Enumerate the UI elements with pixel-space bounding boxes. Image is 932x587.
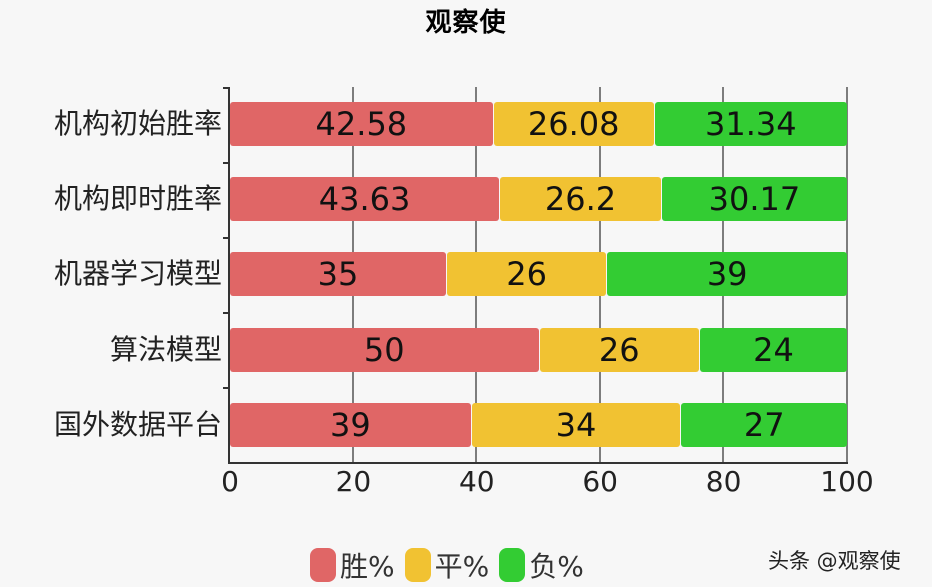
bar-segment-draw: 26.2	[500, 177, 661, 222]
bar-segment-draw: 26	[446, 252, 607, 297]
legend-item[interactable]: 负%	[499, 545, 584, 585]
category-label: 机器学习模型	[53, 257, 222, 291]
legend-swatch-icon	[310, 548, 336, 582]
plot-area: 42.58 26.08 31.34 43.63 26.2 30.17 35 26 39 50 26 2…	[223, 87, 848, 464]
watermark: 头条 @观察使	[768, 549, 901, 573]
bar-segment-loss: 39	[607, 252, 847, 297]
legend-swatch-icon	[499, 548, 526, 582]
category-label: 机构初始胜率	[53, 107, 222, 140]
gridline	[846, 87, 848, 463]
category-label: 机构即时胜率	[53, 182, 222, 216]
x-tick-label: 0	[221, 465, 239, 498]
legend-item[interactable]: 平%	[404, 545, 490, 585]
y-tick	[223, 87, 229, 89]
x-tick-label: 100	[820, 465, 874, 498]
y-tick	[223, 162, 229, 164]
y-tick	[223, 312, 229, 314]
x-axis	[228, 462, 848, 464]
category-label: 国外数据平台	[53, 407, 222, 441]
bar-segment-win: 35	[230, 252, 446, 297]
chart-title: 观察使	[425, 8, 507, 38]
y-tick	[223, 387, 229, 389]
bar-segment-loss: 27	[681, 402, 847, 447]
x-tick-label: 40	[458, 465, 495, 498]
bar-segment-win: 42.58	[230, 102, 493, 146]
legend: 胜% 平% 负%	[310, 545, 594, 585]
bar-segment-draw: 26	[539, 327, 699, 372]
legend-label: 平%	[434, 550, 490, 583]
bar-row: 39 34 27	[230, 402, 847, 447]
legend-label: 胜%	[340, 550, 395, 583]
bar-segment-loss: 24	[699, 327, 847, 372]
bar-row: 42.58 26.08 31.34	[230, 102, 847, 146]
category-label: 算法模型	[109, 332, 222, 366]
bar-segment-draw: 34	[471, 402, 681, 447]
y-axis	[228, 87, 230, 463]
legend-item[interactable]: 胜%	[310, 545, 395, 585]
bar-segment-loss: 31.34	[654, 102, 847, 146]
y-tick	[223, 237, 229, 239]
bar-segment-win: 50	[230, 327, 539, 372]
x-tick-label: 80	[705, 465, 742, 498]
bar-row: 43.63 26.2 30.17	[230, 177, 847, 222]
bar-segment-win: 39	[230, 402, 471, 447]
x-tick-label: 60	[582, 465, 618, 498]
bar-segment-win: 43.63	[230, 177, 500, 222]
legend-swatch-icon	[404, 548, 431, 582]
x-tick-label: 20	[335, 465, 372, 498]
legend-label: 负%	[529, 550, 584, 583]
bar-segment-draw: 26.08	[493, 102, 654, 146]
bar-row: 35 26 39	[230, 252, 847, 297]
bar-segment-loss: 30.17	[661, 177, 847, 222]
bar-row: 50 26 24	[230, 327, 847, 372]
